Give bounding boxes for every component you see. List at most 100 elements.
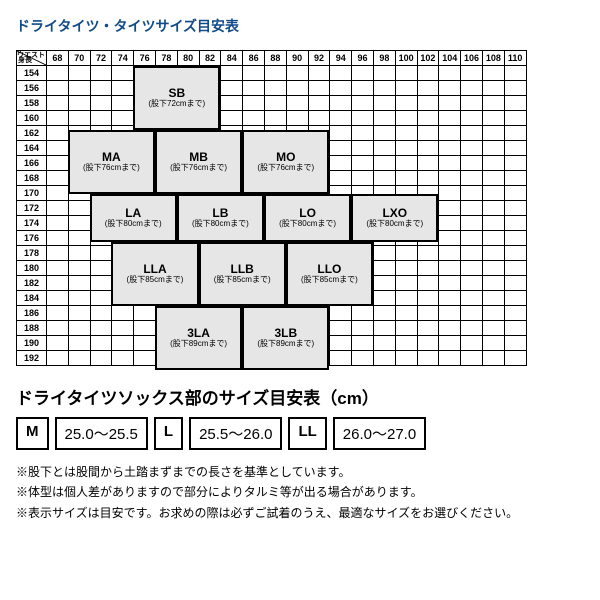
grid-cell [177,336,199,351]
grid-cell [373,111,395,126]
grid-cell [134,141,156,156]
grid-cell [439,321,461,336]
sock-size-label: LL [288,417,326,450]
grid-cell [395,201,417,216]
grid-cell [112,216,134,231]
grid-cell [47,111,69,126]
grid-cell [439,291,461,306]
footnote-line: ※表示サイズは目安です。お求めの際は必ずご試着のうえ、最適なサイズをお選びくださ… [16,503,584,523]
grid-cell [286,141,308,156]
grid-cell [504,111,526,126]
grid-cell [90,261,112,276]
grid-cell [482,186,504,201]
grid-cell [373,156,395,171]
sock-size-range: 25.5～26.0 [189,417,282,450]
grid-cell [352,276,374,291]
grid-cell [112,261,134,276]
grid-cell [373,216,395,231]
grid-cell [461,321,483,336]
grid-cell [47,276,69,291]
grid-cell [47,246,69,261]
grid-cell [90,111,112,126]
height-header: 164 [17,141,47,156]
grid-cell [330,231,352,246]
grid-cell [352,231,374,246]
grid-cell [177,171,199,186]
grid-cell [90,126,112,141]
grid-cell [199,321,221,336]
grid-cell [155,276,177,291]
grid-cell [439,336,461,351]
grid-cell [90,81,112,96]
grid-cell [417,141,439,156]
grid-cell [395,216,417,231]
grid-cell [199,291,221,306]
grid-cell [221,156,243,171]
grid-cell [134,156,156,171]
grid-cell [243,351,265,366]
grid-cell [352,306,374,321]
grid-cell [308,306,330,321]
grid-cell [352,156,374,171]
grid-cell [177,291,199,306]
grid-cell [439,306,461,321]
grid-cell [373,276,395,291]
grid-cell [47,126,69,141]
grid-cell [199,276,221,291]
grid-cell [417,306,439,321]
grid-cell [352,351,374,366]
waist-header: 98 [373,51,395,66]
grid-cell [504,246,526,261]
grid-cell [439,81,461,96]
grid-cell [68,216,90,231]
height-axis-label: 身長 [18,57,32,64]
grid-cell [134,111,156,126]
grid-cell [155,321,177,336]
grid-cell [243,66,265,81]
grid-cell [417,351,439,366]
waist-header: 92 [308,51,330,66]
grid-cell [264,66,286,81]
grid-cell [221,186,243,201]
grid-cell [221,261,243,276]
grid-cell [68,141,90,156]
grid-cell [395,186,417,201]
grid-cell [504,291,526,306]
grid-cell [439,216,461,231]
grid-cell [461,216,483,231]
grid-cell [90,246,112,261]
grid-cell [90,66,112,81]
footnote-line: ※体型は個人差がありますので部分によりタルミ等が出る場合があります。 [16,482,584,502]
grid-cell [177,276,199,291]
grid-cell [461,351,483,366]
grid-cell [155,336,177,351]
grid-cell [47,96,69,111]
grid-cell [330,81,352,96]
grid-cell [482,201,504,216]
grid-cell [330,66,352,81]
waist-header: 94 [330,51,352,66]
grid-cell [90,291,112,306]
grid-cell [264,306,286,321]
grid-cell [199,66,221,81]
grid-cell [112,141,134,156]
grid-cell [243,306,265,321]
grid-cell [47,171,69,186]
grid-cell [395,321,417,336]
grid-cell [352,246,374,261]
grid-cell [68,186,90,201]
grid-cell [221,321,243,336]
grid-cell [373,201,395,216]
waist-header: 108 [482,51,504,66]
grid-cell [352,291,374,306]
grid-cell [90,156,112,171]
grid-cell [264,231,286,246]
grid-cell [68,156,90,171]
grid-cell [264,141,286,156]
grid-cell [68,261,90,276]
waist-header: 86 [243,51,265,66]
height-header: 168 [17,171,47,186]
grid-cell [286,321,308,336]
grid-cell [134,336,156,351]
waist-header: 100 [395,51,417,66]
